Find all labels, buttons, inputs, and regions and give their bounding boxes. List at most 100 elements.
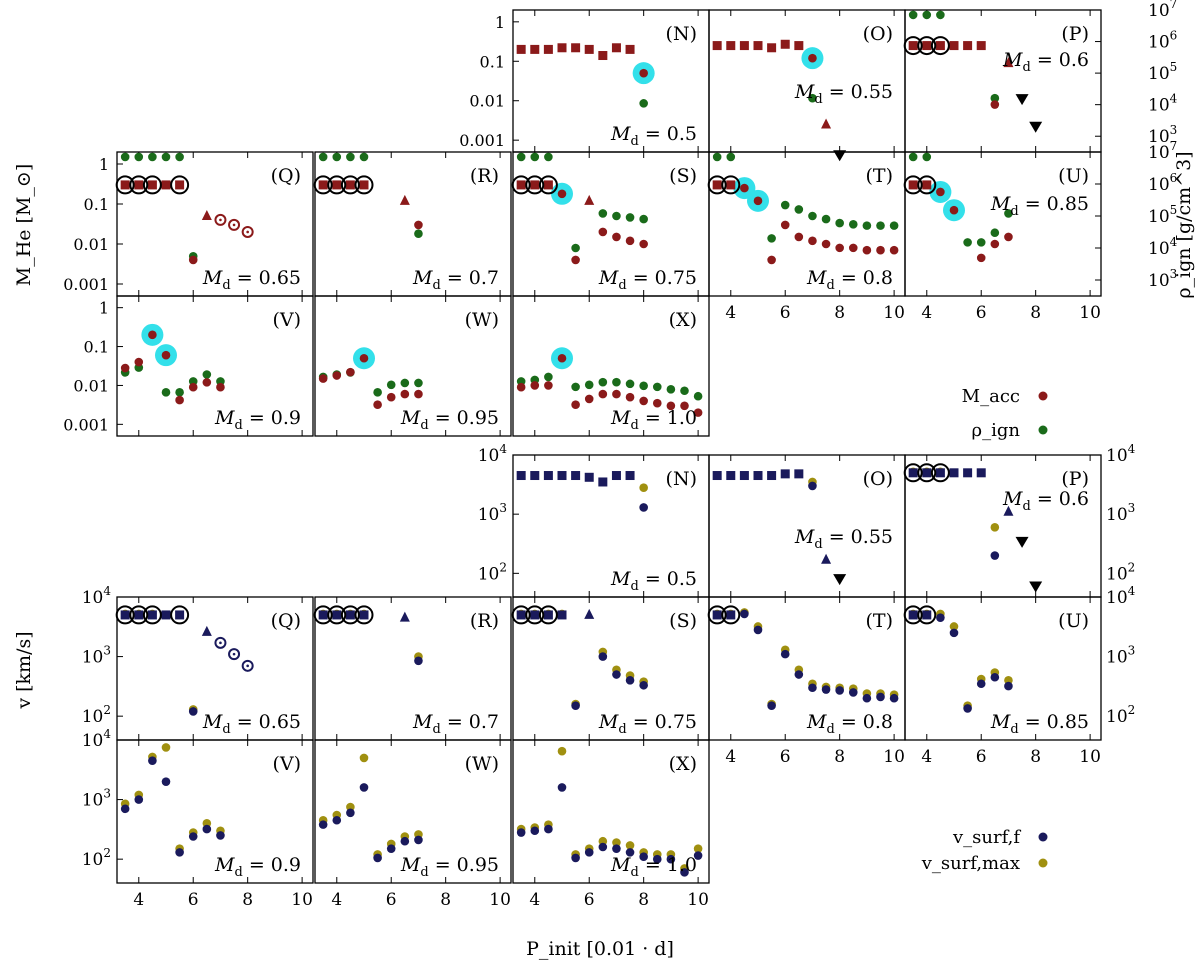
md-label: Md = 0.5 bbox=[610, 568, 697, 594]
panel-label: (N) bbox=[666, 468, 697, 490]
panel-frame bbox=[116, 295, 314, 437]
vf-point bbox=[835, 686, 844, 695]
vf-point bbox=[134, 795, 144, 804]
macc-point-center bbox=[232, 223, 236, 227]
triangle-down-marker bbox=[1029, 581, 1043, 593]
rho-tick-label: 103 bbox=[1148, 267, 1177, 291]
macc-point bbox=[214, 213, 227, 226]
panel-label: (V) bbox=[272, 309, 301, 331]
ring-marker bbox=[354, 175, 374, 195]
rho-point bbox=[148, 152, 157, 162]
macc-point bbox=[794, 232, 804, 242]
macc-point bbox=[516, 180, 526, 190]
vf-point bbox=[598, 652, 608, 661]
vf-point bbox=[949, 468, 959, 478]
macc-point bbox=[584, 44, 594, 54]
macc-point bbox=[318, 374, 328, 383]
vel-tick-label: 104 bbox=[478, 442, 508, 466]
x-tick-label: 10 bbox=[1079, 747, 1101, 767]
vf-point bbox=[726, 471, 736, 481]
md-label: Md = 0.55 bbox=[794, 81, 893, 107]
rho-point bbox=[639, 214, 648, 224]
vf-point bbox=[876, 692, 885, 702]
vf-point bbox=[161, 610, 171, 620]
macc-point bbox=[598, 227, 608, 237]
vf-point bbox=[571, 853, 580, 863]
rho-point bbox=[876, 221, 885, 230]
vf-point bbox=[516, 828, 526, 837]
rho-point bbox=[544, 372, 553, 382]
macc-point bbox=[740, 183, 749, 193]
rho-point bbox=[625, 379, 635, 389]
rho-point bbox=[652, 382, 662, 392]
vf-point bbox=[976, 679, 986, 689]
macc-point bbox=[625, 44, 635, 54]
ring-marker bbox=[170, 605, 190, 625]
rho-point bbox=[175, 388, 184, 397]
rho-point bbox=[161, 152, 171, 162]
macc-point bbox=[175, 180, 185, 190]
rho-point bbox=[414, 378, 423, 388]
panel-label: (R) bbox=[470, 165, 499, 187]
vf-point bbox=[612, 844, 621, 853]
mass-tick-label: 1 bbox=[495, 13, 505, 32]
triangle-down-marker bbox=[1015, 94, 1029, 106]
vel-tick-label: 102 bbox=[82, 703, 111, 727]
macc-point bbox=[359, 353, 369, 363]
panel-O-velocity: (O) Md = 0.55 bbox=[708, 454, 906, 598]
vf-point bbox=[639, 852, 648, 862]
macc-point bbox=[922, 180, 932, 190]
x-tick-label: 6 bbox=[780, 303, 791, 323]
rho-point bbox=[848, 220, 858, 229]
legend-bottom-swatch bbox=[1038, 832, 1048, 842]
x-tick-label: 8 bbox=[440, 890, 451, 910]
panel-label: (S) bbox=[669, 610, 697, 632]
x-tick-label: 10 bbox=[1079, 303, 1101, 323]
vf-point bbox=[808, 683, 817, 693]
vf-point bbox=[680, 868, 689, 877]
x-tick-label: 4 bbox=[725, 303, 736, 323]
macc-point bbox=[346, 367, 355, 377]
panel-label: (N) bbox=[666, 23, 697, 45]
panel-S-velocity: (S) Md = 0.75 bbox=[511, 596, 710, 741]
ring-marker bbox=[930, 36, 950, 56]
x-tick-label: 4 bbox=[331, 890, 342, 910]
rho-tick-label: 107 bbox=[1148, 0, 1177, 21]
x-tick-label: 4 bbox=[921, 747, 932, 767]
macc-point bbox=[400, 389, 410, 399]
vf-point bbox=[359, 610, 369, 620]
vel-tick-label: 103 bbox=[478, 501, 507, 525]
x-tick-label: 4 bbox=[921, 303, 932, 323]
vf-point bbox=[530, 471, 540, 481]
ring-marker bbox=[917, 605, 937, 625]
vf-point-center bbox=[219, 641, 222, 645]
vmax-point bbox=[612, 838, 621, 847]
ring-marker bbox=[170, 175, 190, 195]
panel-frame bbox=[904, 596, 1102, 741]
md-label: Md = 0.75 bbox=[598, 267, 697, 293]
macc-point bbox=[543, 180, 553, 190]
macc-point bbox=[936, 187, 945, 197]
rho-tick-label: 105 bbox=[1148, 203, 1177, 227]
macc-point bbox=[821, 118, 832, 129]
x-tick-label: 10 bbox=[687, 890, 709, 910]
x-tick-label: 6 bbox=[976, 747, 987, 767]
md-label: Md = 0.65 bbox=[202, 267, 301, 293]
macc-point bbox=[373, 400, 382, 409]
vf-point bbox=[332, 815, 342, 825]
panel-V-velocity: (V) Md = 0.9 bbox=[116, 739, 314, 884]
x-tick-label: 10 bbox=[883, 747, 905, 767]
legend-bottom-label: v_surf,f bbox=[952, 827, 1021, 848]
md-label: Md = 1.0 bbox=[610, 854, 697, 880]
legend-top-label: ρ_ign bbox=[972, 420, 1021, 441]
ring-marker bbox=[142, 175, 162, 195]
macc-point bbox=[639, 396, 648, 406]
panel-T-velocity: (T) Md = 0.8 bbox=[707, 596, 906, 741]
macc-point bbox=[188, 382, 198, 392]
ring-marker bbox=[538, 605, 558, 625]
rho-point bbox=[889, 221, 899, 230]
vf-point bbox=[693, 851, 703, 860]
vf-point bbox=[543, 610, 553, 620]
macc-point bbox=[571, 255, 580, 265]
vf-point bbox=[188, 707, 198, 716]
